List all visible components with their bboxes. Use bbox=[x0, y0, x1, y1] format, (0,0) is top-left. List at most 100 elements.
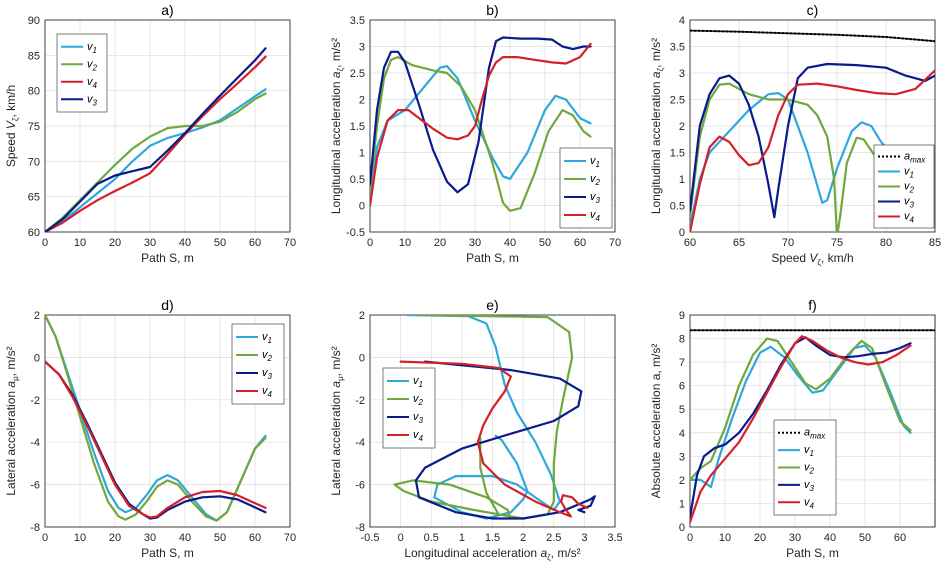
x-tick-label: 20 bbox=[434, 237, 446, 249]
x-tick-label: 2 bbox=[520, 532, 526, 544]
x-tick-label: 30 bbox=[144, 532, 156, 544]
series-line-v4 bbox=[399, 360, 589, 518]
y-tick-label: 3 bbox=[679, 451, 685, 463]
x-tick-label: 60 bbox=[574, 237, 586, 249]
x-axis-label: Path S, m bbox=[466, 251, 519, 265]
y-axis-label: Absolute acceleration a, m/s² bbox=[649, 344, 663, 499]
series-line-v3 bbox=[370, 36, 592, 194]
y-axis-label: Speed Vζ, km/h bbox=[4, 85, 20, 167]
y-tick-label: 3 bbox=[679, 68, 685, 80]
series-line-v1 bbox=[45, 88, 267, 232]
panel-title: c) bbox=[807, 2, 819, 18]
legend-label-v3: v3 bbox=[87, 93, 98, 107]
series-line-v1 bbox=[405, 315, 561, 520]
legend-label-v3: v3 bbox=[804, 479, 815, 493]
legend-label-v2: v2 bbox=[590, 173, 601, 187]
axes-frame bbox=[369, 314, 616, 528]
legend: v1 v2 v3 v4 bbox=[231, 323, 285, 405]
series-line-v2 bbox=[690, 82, 884, 232]
legend-label-v4: v4 bbox=[413, 429, 424, 443]
series-line-limit bbox=[690, 29, 935, 43]
y-tick-label: 2 bbox=[359, 310, 365, 322]
x-tick-label: 0 bbox=[367, 237, 373, 249]
y-tick-label: 0.5 bbox=[350, 174, 365, 186]
legend-label-v1: v1 bbox=[413, 375, 423, 389]
legend-label-v3: v3 bbox=[262, 367, 273, 381]
series-line-v3 bbox=[45, 47, 267, 232]
y-tick-label: 75 bbox=[28, 121, 40, 133]
y-tick-label: 85 bbox=[28, 50, 40, 62]
legend-label-v4: v4 bbox=[804, 496, 815, 510]
y-tick-label: -8 bbox=[30, 522, 40, 534]
y-tick-label: 3.5 bbox=[350, 15, 365, 27]
y-tick-label: -2 bbox=[30, 395, 40, 407]
panel-title: f) bbox=[808, 297, 817, 313]
series-line-v4 bbox=[370, 42, 592, 207]
x-tick-label: 80 bbox=[880, 237, 892, 249]
series-line-v4 bbox=[45, 360, 267, 519]
legend-label-v1: v1 bbox=[904, 166, 914, 180]
panel-a: 0 10 20 30 40 50 60 70 60 65 70 75 80 85 90 a) Path S, m… bbox=[4, 2, 296, 265]
axes-frame bbox=[689, 314, 936, 528]
legend-label-v2: v2 bbox=[804, 462, 815, 476]
legend: amax v1 v2 v3 v4 bbox=[773, 419, 837, 516]
y-tick-label: 2.5 bbox=[350, 68, 365, 80]
y-tick-label: -4 bbox=[355, 437, 365, 449]
x-tick-label: 40 bbox=[179, 532, 191, 544]
y-tick-label: 0.5 bbox=[670, 201, 685, 213]
legend: v1 v2 v3 v4 bbox=[382, 367, 436, 449]
y-tick-label: 60 bbox=[28, 227, 40, 239]
x-tick-label: 3 bbox=[581, 532, 587, 544]
panel-title: d) bbox=[161, 297, 173, 313]
y-tick-label: 7 bbox=[679, 357, 685, 369]
x-tick-label: 10 bbox=[399, 237, 411, 249]
y-tick-label: 2 bbox=[679, 121, 685, 133]
x-tick-label: 60 bbox=[684, 237, 696, 249]
y-tick-label: 65 bbox=[28, 192, 40, 204]
x-tick-label: 30 bbox=[469, 237, 481, 249]
panel-f: 0 10 20 30 40 50 60 0 1 2 3 4 5 6 7 8 9 f) Path S, m Absolu… bbox=[649, 297, 936, 560]
y-tick-label: 3 bbox=[359, 42, 365, 54]
x-tick-label: 1 bbox=[459, 532, 465, 544]
y-tick-label: -8 bbox=[355, 522, 365, 534]
x-axis-label: Speed Vζ, km/h bbox=[771, 251, 853, 267]
panel-b: 0 10 20 30 40 50 60 70-0.500.511.522.533.5b)Pat… bbox=[329, 2, 621, 265]
y-tick-label: 0 bbox=[679, 522, 685, 534]
y-tick-label: 70 bbox=[28, 156, 40, 168]
legend-label-v1: v1 bbox=[87, 41, 97, 55]
x-tick-label: 40 bbox=[504, 237, 516, 249]
series-line-v3 bbox=[690, 62, 935, 219]
legend-label-v1: v1 bbox=[804, 444, 814, 458]
legend-label-v3: v3 bbox=[413, 411, 424, 425]
x-tick-label: 0 bbox=[687, 532, 693, 544]
legend: v1 v2 v3 v4 bbox=[559, 147, 613, 229]
x-tick-label: 50 bbox=[859, 532, 871, 544]
series-line-v4 bbox=[690, 69, 935, 232]
axes-frame bbox=[44, 314, 291, 528]
x-tick-label: 2.5 bbox=[546, 532, 561, 544]
y-tick-label: 1 bbox=[679, 174, 685, 186]
y-tick-label: 2 bbox=[679, 475, 685, 487]
legend-label-v2: v2 bbox=[87, 58, 98, 72]
y-tick-label: 8 bbox=[679, 334, 685, 346]
legend-label-limit: amax bbox=[804, 427, 826, 441]
x-tick-label: 65 bbox=[733, 237, 745, 249]
x-axis-label: Path S, m bbox=[141, 251, 194, 265]
y-tick-label: -2 bbox=[355, 395, 365, 407]
y-tick-label: 4 bbox=[679, 15, 685, 27]
x-tick-label: 50 bbox=[214, 532, 226, 544]
x-tick-label: 0 bbox=[42, 237, 48, 249]
legend-label-v4: v4 bbox=[87, 76, 98, 90]
series-line-v4 bbox=[45, 55, 267, 232]
x-tick-label: 70 bbox=[609, 237, 621, 249]
series-line-v3 bbox=[414, 360, 596, 520]
x-tick-label: 70 bbox=[284, 237, 296, 249]
legend-label-v2: v2 bbox=[262, 349, 273, 363]
x-tick-label: 40 bbox=[179, 237, 191, 249]
x-tick-label: 40 bbox=[824, 532, 836, 544]
x-axis-label: Path S, m bbox=[141, 546, 194, 560]
x-tick-label: 60 bbox=[249, 532, 261, 544]
legend-label-v3: v3 bbox=[904, 196, 915, 210]
x-tick-label: 85 bbox=[929, 237, 941, 249]
